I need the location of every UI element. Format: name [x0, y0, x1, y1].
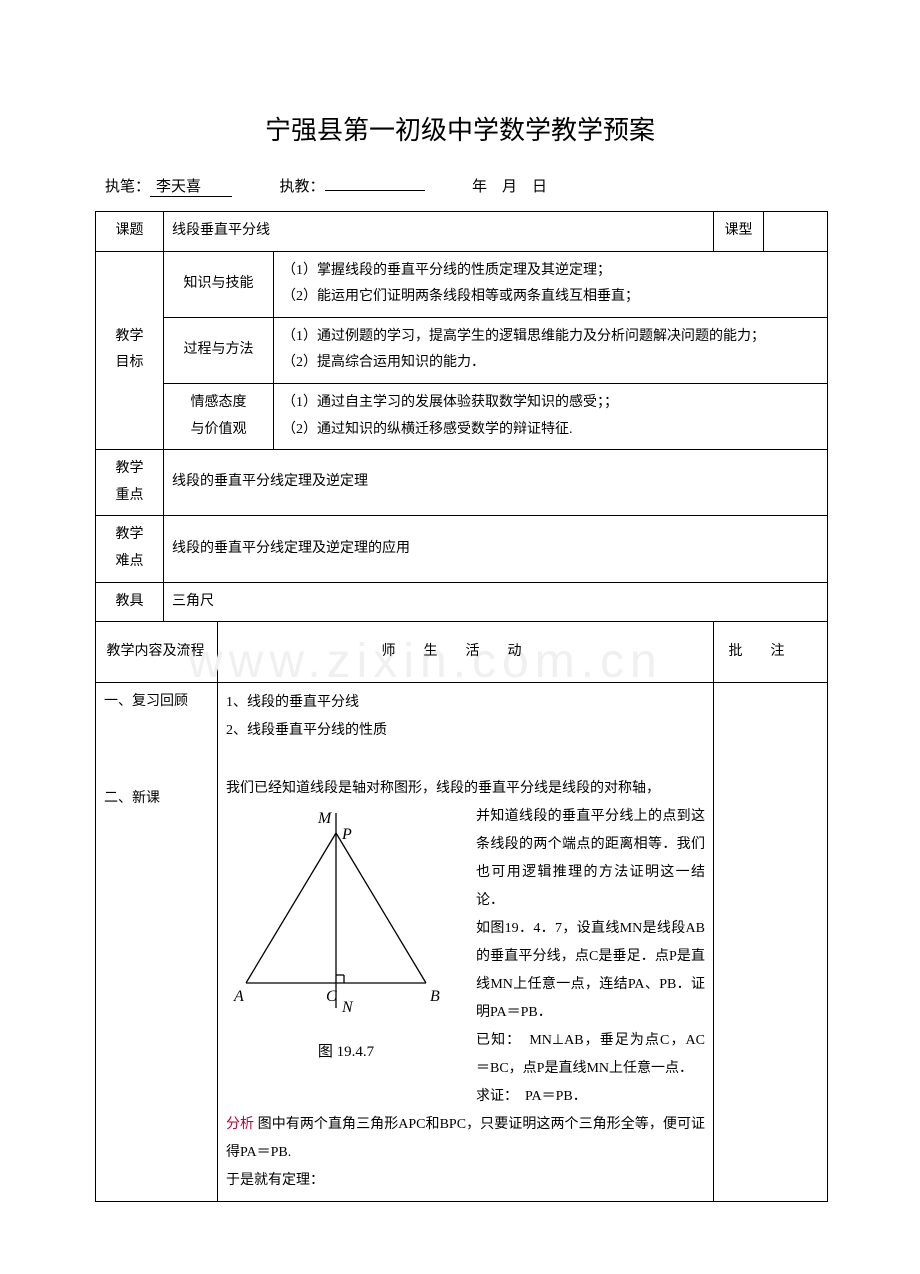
cell-proc: （1）通过例题的学习，提高学生的逻辑思维能力及分析问题解决问题的能力； （2）提…: [274, 317, 828, 383]
svg-text:B: B: [430, 988, 440, 1005]
cell-lessontype: [764, 212, 828, 252]
cell-tool: 三角尺: [164, 582, 828, 622]
cell-difficulty: 线段的垂直平分线定理及逆定理的应用: [164, 516, 828, 582]
label-tool: 教具: [96, 582, 164, 622]
row-know: 教学 目标 知识与技能 （1）掌握线段的垂直平分线的性质定理及其逆定理； （2）…: [96, 251, 828, 317]
info-line: 执笔：李天喜 执教： 年 月 日: [105, 175, 825, 197]
att-1: （1）通过自主学习的发展体验获取数学知识的感受；；: [282, 390, 819, 417]
figure-caption: 图 19.4.7: [226, 1038, 466, 1067]
body-7: 于是就有定理：: [226, 1167, 705, 1195]
label-know: 知识与技能: [164, 251, 274, 317]
svg-text:N: N: [341, 999, 354, 1016]
pen-name: 李天喜: [150, 175, 232, 197]
row-tool: 教具 三角尺: [96, 582, 828, 622]
svg-text:M: M: [317, 810, 333, 827]
label-goal: 教学 目标: [96, 251, 164, 450]
label-att: 情感态度 与价值观: [164, 383, 274, 449]
cell-keypoint: 线段的垂直平分线定理及逆定理: [164, 450, 828, 516]
analysis-label: 分析: [226, 1117, 254, 1132]
body-right: 并知道线段的垂直平分线上的点到这条线段的两个端点的距离相等．我们也可用逻辑推理的…: [476, 803, 705, 1111]
body-2: 并知道线段的垂直平分线上的点到这条线段的两个端点的距离相等．我们也可用逻辑推理的…: [476, 809, 705, 908]
label-activity: 师生活动: [382, 644, 550, 659]
review-1: 1、线段的垂直平分线: [226, 689, 705, 717]
body-5: 求证： PA＝PB．: [476, 1089, 587, 1104]
section-review: 一、复习回顾: [104, 689, 209, 716]
body-analysis: 分析 图中有两个直角三角形APC和BPC，只要证明这两个三角形全等，便可证得PA…: [226, 1111, 705, 1167]
section-new: 二、新课: [104, 786, 209, 813]
date-label: 年 月 日: [472, 179, 547, 195]
label-flow: 教学内容及流程: [96, 622, 218, 683]
body-4: 已知： MN⊥AB，垂足为点C，AC＝BC，点P是直线MN上任意一点．: [476, 1033, 705, 1076]
pen-label: 执笔：: [105, 179, 150, 195]
teach-label: 执教：: [280, 179, 325, 195]
label-difficulty: 教学 难点: [96, 516, 164, 582]
body-6: 图中有两个直角三角形APC和BPC，只要证明这两个三角形全等，便可证得PA＝PB…: [226, 1117, 705, 1160]
lesson-plan-table: 课题 线段垂直平分线 课型 教学 目标 知识与技能 （1）掌握线段的垂直平分线的…: [95, 211, 828, 1202]
label-topic: 课题: [96, 212, 164, 252]
label-proc: 过程与方法: [164, 317, 274, 383]
proc-2: （2）提高综合运用知识的能力．: [282, 350, 819, 377]
row-topic: 课题 线段垂直平分线 课型: [96, 212, 828, 252]
row-keypoint: 教学 重点 线段的垂直平分线定理及逆定理: [96, 450, 828, 516]
body-1: 我们已经知道线段是轴对称图形，线段的垂直平分线是线段的对称轴，: [226, 775, 705, 803]
svg-text:A: A: [233, 988, 244, 1005]
label-note: 批注: [714, 622, 828, 683]
figure-wrap: MP A CN B 图 19.4.7: [226, 803, 466, 1066]
row-difficulty: 教学 难点 线段的垂直平分线定理及逆定理的应用: [96, 516, 828, 582]
row-att: 情感态度 与价值观 （1）通过自主学习的发展体验获取数学知识的感受；； （2）通…: [96, 383, 828, 449]
cell-notes: [714, 683, 828, 1202]
review-2: 2、线段垂直平分线的性质: [226, 717, 705, 745]
cell-topic: 线段垂直平分线: [164, 212, 714, 252]
row-body: 一、复习回顾 二、新课 1、线段的垂直平分线 2、线段垂直平分线的性质 我们已经…: [96, 683, 828, 1202]
cell-att: （1）通过自主学习的发展体验获取数学知识的感受；； （2）通过知识的纵横迁移感受…: [274, 383, 828, 449]
row-flowheader: 教学内容及流程 www.zixin.com.cn 师生活动 批注: [96, 622, 828, 683]
svg-text:P: P: [341, 826, 352, 843]
proc-1: （1）通过例题的学习，提高学生的逻辑思维能力及分析问题解决问题的能力；: [282, 324, 819, 351]
body-3: 如图19．4．7，设直线MN是线段AB的垂直平分线，点C是垂足．点P是直线MN上…: [476, 921, 705, 1020]
cell-activity-body: 1、线段的垂直平分线 2、线段垂直平分线的性质 我们已经知道线段是轴对称图形，线…: [218, 683, 714, 1202]
cell-sections: 一、复习回顾 二、新课: [96, 683, 218, 1202]
svg-text:C: C: [326, 988, 337, 1005]
cell-know: （1）掌握线段的垂直平分线的性质定理及其逆定理； （2）能运用它们证明两条线段相…: [274, 251, 828, 317]
know-1: （1）掌握线段的垂直平分线的性质定理及其逆定理；: [282, 258, 819, 285]
att-2: （2）通过知识的纵横迁移感受数学的辩证特征.: [282, 417, 819, 444]
page-title: 宁强县第一初级中学数学教学预案: [95, 110, 825, 147]
know-2: （2）能运用它们证明两条线段相等或两条直线互相垂直；: [282, 284, 819, 311]
row-proc: 过程与方法 （1）通过例题的学习，提高学生的逻辑思维能力及分析问题解决问题的能力…: [96, 317, 828, 383]
figure-svg: MP A CN B: [226, 803, 456, 1023]
label-keypoint: 教学 重点: [96, 450, 164, 516]
teach-blank: [325, 190, 425, 191]
label-lessontype: 课型: [714, 212, 764, 252]
